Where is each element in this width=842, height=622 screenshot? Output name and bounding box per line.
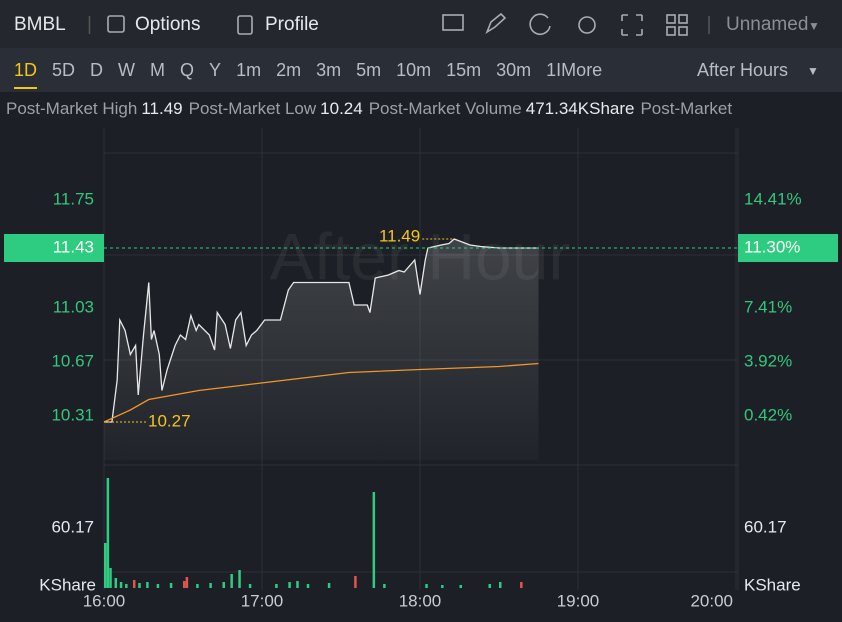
volume-bar (372, 492, 376, 588)
volume-bar (459, 585, 462, 588)
y-tick-label: 10.31 (51, 405, 94, 424)
symbol[interactable]: BMBL (14, 14, 66, 35)
divider: | (87, 14, 92, 35)
volume-bar (441, 585, 444, 588)
stat-value: 11.49 (141, 99, 183, 118)
low-label: 10.27 (148, 411, 191, 430)
volume-bar (146, 582, 149, 588)
volume-bar (196, 584, 199, 588)
period[interactable]: 1m (236, 60, 262, 80)
period-bar: 1D 5D D W M Q Y 1m 2m 3m 5m 10m 15m 30m 1IMore After Ho… (0, 48, 842, 92)
last-price-label: 11.43 (53, 237, 94, 256)
stat-label: Post-Market High (6, 99, 138, 118)
last-price-box (4, 234, 104, 262)
volume-bar (425, 584, 428, 588)
volume-bar (156, 584, 160, 588)
volume-unit: KShare (39, 575, 96, 594)
volume-bar (132, 580, 136, 588)
period[interactable]: 5D (52, 60, 76, 80)
stat-label: Post-Market Low (188, 99, 317, 118)
volume-bar (275, 584, 278, 588)
volume-bar (209, 583, 212, 588)
period[interactable]: D (90, 60, 104, 80)
session-select[interactable]: After Hours (697, 60, 789, 80)
volume-bar (138, 583, 141, 588)
volume-bar (306, 584, 310, 588)
volume-bar (296, 581, 299, 588)
x-tick-label: 20:00 (690, 591, 733, 610)
volume-tick-label: 60.17 (51, 517, 94, 536)
y-tick-label: 11.75 (53, 189, 94, 208)
stat-label: Post-Market Volume (368, 99, 522, 118)
volume-bar (109, 568, 112, 588)
layout-select[interactable]: Unnamed (726, 14, 809, 35)
volume-bar (222, 582, 225, 588)
volume-bar (185, 577, 189, 588)
x-tick-label: 17:00 (241, 591, 284, 610)
volume-bar (327, 583, 331, 588)
volume-tick-label: 60.17 (744, 517, 787, 536)
y2-tick-label: 0.42% (744, 405, 792, 424)
stat-label: Post-Market (640, 99, 733, 118)
period[interactable]: 1D (14, 60, 38, 89)
y2-tick-label: 14.41% (744, 189, 802, 208)
price-line (104, 238, 539, 423)
volume-unit: KShare (744, 575, 801, 594)
last-change-box (738, 234, 838, 263)
caret: ▼ (808, 19, 820, 33)
volume-bar (383, 584, 386, 588)
volume-bar (499, 582, 502, 588)
period[interactable]: Y (209, 60, 222, 80)
volume-bar (520, 582, 523, 588)
stat-value: 471.34KShare (525, 99, 635, 118)
x-tick-label: 19:00 (557, 591, 600, 610)
caret: ▼ (807, 64, 819, 78)
volume-bar (106, 478, 110, 588)
period[interactable]: 5m (356, 60, 382, 80)
period[interactable]: 10m (396, 60, 432, 80)
tab[interactable]: Profile (265, 14, 319, 35)
high-label: 11.49 (379, 226, 420, 245)
y2-tick-label: 3.92% (744, 351, 792, 370)
volume-bar (238, 570, 241, 588)
volume-bar (169, 583, 173, 588)
period[interactable]: 3m (316, 60, 342, 80)
volume-bar (183, 581, 186, 588)
volume-bar (488, 584, 491, 588)
volume-bar (288, 582, 291, 588)
period[interactable]: 15m (446, 60, 482, 80)
volume-bar (125, 584, 128, 588)
stat-value: 10.24 (320, 99, 363, 118)
y-tick-label: 11.03 (53, 297, 94, 316)
volume-bar (119, 582, 123, 588)
volume-bar (114, 578, 118, 588)
period[interactable]: 1IMore (546, 60, 603, 80)
period[interactable]: M (150, 60, 166, 80)
y2-tick-label: 7.41% (744, 298, 792, 317)
period[interactable]: 30m (496, 60, 532, 80)
volume-bar (248, 584, 252, 588)
x-tick-label: 16:00 (83, 591, 126, 610)
volume-bar (354, 576, 357, 588)
period[interactable]: 2m (276, 60, 302, 80)
y-tick-label: 10.67 (51, 351, 94, 370)
period[interactable]: W (118, 60, 136, 80)
last-change-label: 11.30% (744, 238, 800, 257)
volume-bar (230, 574, 233, 588)
period[interactable]: Q (180, 60, 195, 80)
toolbar: BMBL | Options Profile Unnamed ▼ (0, 0, 842, 48)
volume-bar (104, 543, 107, 588)
area (104, 239, 539, 460)
price-line (103, 362, 539, 423)
stats-bar: Post-Market High 11.49 Post-Market Low 10.2… (6, 99, 732, 119)
tab[interactable]: Options (135, 14, 201, 35)
x-tick-label: 18:00 (399, 591, 442, 610)
